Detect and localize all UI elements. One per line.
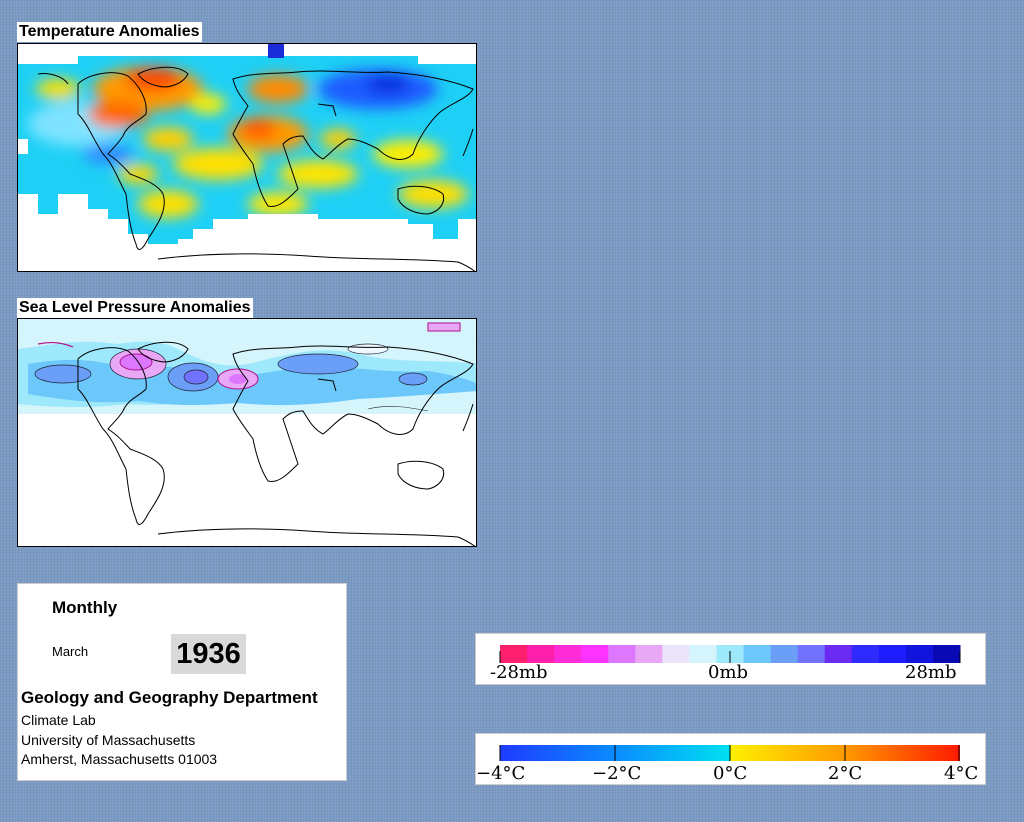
temperature-map-graphic xyxy=(18,44,476,271)
department-name: Geology and Geography Department xyxy=(21,688,318,707)
pressure-swatch xyxy=(905,645,934,663)
temperature-label-zero: 0°C xyxy=(713,763,747,784)
pressure-swatch xyxy=(500,645,528,663)
lab-name: Climate Lab xyxy=(21,712,96,728)
pressure-swatch xyxy=(635,645,663,663)
pressure-label-zero: 0mb xyxy=(708,662,748,683)
pressure-swatch xyxy=(797,645,826,663)
pressure-anomaly-map xyxy=(17,318,477,547)
pressure-swatch xyxy=(743,645,772,663)
month-label: March xyxy=(52,644,89,659)
pressure-swatch xyxy=(581,645,609,663)
temperature-label-minus4: −4°C xyxy=(476,763,525,784)
pressure-swatch xyxy=(878,645,907,663)
temperature-colorbar: −4°C −2°C 0°C 2°C 4°C xyxy=(476,745,978,784)
temperature-map-title: Temperature Anomalies xyxy=(17,22,202,42)
pressure-colorbar: -28mb 0mb 28mb xyxy=(490,645,961,683)
temperature-anomaly-map xyxy=(17,43,477,272)
pressure-label-max: 28mb xyxy=(905,662,957,683)
pressure-swatch xyxy=(554,645,582,663)
address-line: Amherst, Massachusetts 01003 xyxy=(21,751,218,767)
temperature-label-plus4: 4°C xyxy=(944,763,978,784)
info-box: Monthly March 1936 Geology and Geography… xyxy=(17,583,347,781)
pressure-swatch xyxy=(608,645,636,663)
pressure-legend: -28mb 0mb 28mb xyxy=(475,633,986,685)
pressure-swatch xyxy=(527,645,555,663)
temperature-legend: −4°C −2°C 0°C 2°C 4°C xyxy=(475,733,986,785)
pressure-swatch xyxy=(770,645,799,663)
pressure-map-graphic xyxy=(18,319,476,546)
pressure-map-title: Sea Level Pressure Anomalies xyxy=(17,298,253,318)
pressure-label-min: -28mb xyxy=(490,662,548,683)
temperature-label-plus2: 2°C xyxy=(828,763,862,784)
pressure-swatch xyxy=(932,645,961,663)
year-display: 1936 xyxy=(171,634,246,674)
pressure-swatch xyxy=(824,645,853,663)
frequency-label: Monthly xyxy=(52,598,118,617)
pressure-swatch xyxy=(662,645,690,663)
temperature-label-minus2: −2°C xyxy=(592,763,641,784)
university-name: University of Massachusetts xyxy=(21,732,196,748)
pressure-swatch xyxy=(689,645,717,663)
pressure-swatch xyxy=(851,645,880,663)
